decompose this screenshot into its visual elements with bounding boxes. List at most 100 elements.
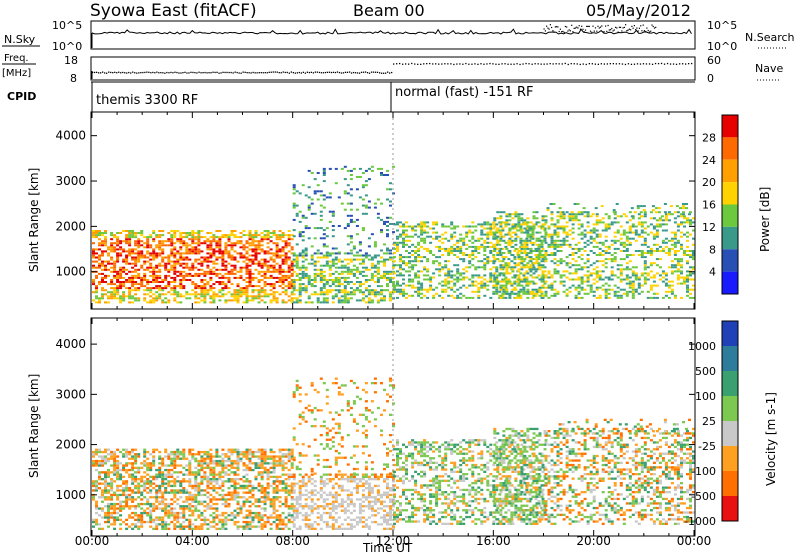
nave-point (459, 63, 461, 65)
data-cell (200, 230, 204, 232)
data-cell (215, 236, 219, 239)
data-cell (540, 292, 544, 295)
data-cell (619, 243, 623, 246)
data-cell (386, 252, 389, 255)
data-cell (146, 252, 150, 255)
freq-point (204, 71, 206, 74)
data-cell (517, 264, 521, 267)
data-cell (179, 293, 183, 296)
data-cell (462, 252, 466, 254)
data-cell (134, 262, 138, 265)
data-cell (245, 258, 249, 261)
data-cell (541, 284, 545, 287)
data-cell (128, 276, 132, 279)
data-cell (420, 288, 424, 291)
data-cell (692, 254, 695, 256)
data-cell (349, 272, 353, 275)
data-cell (248, 279, 252, 281)
data-cell (429, 280, 433, 283)
data-cell (110, 291, 114, 294)
data-cell (182, 527, 186, 530)
freq-point (296, 72, 298, 74)
data-cell (290, 252, 294, 255)
data-cell (263, 301, 267, 304)
data-cell (441, 237, 445, 240)
data-cell (224, 252, 228, 255)
data-cell (453, 231, 457, 234)
data-cell (227, 272, 231, 275)
data-cell (352, 291, 356, 294)
data-cell (508, 280, 512, 283)
data-cell (667, 250, 671, 252)
data-cell (104, 274, 107, 277)
data-cell (577, 219, 581, 222)
data-cell (257, 252, 261, 255)
data-cell (441, 254, 445, 256)
data-cell (140, 466, 144, 469)
data-cell (508, 239, 512, 242)
data-cell (278, 279, 282, 281)
data-cell (173, 279, 177, 281)
data-cell (444, 237, 448, 240)
data-cell (137, 468, 141, 472)
data-cell (310, 212, 314, 215)
data-cell (113, 295, 117, 298)
data-cell (571, 237, 575, 240)
data-cell (122, 448, 126, 451)
data-cell (107, 295, 110, 298)
data-cell (107, 268, 110, 271)
data-cell (140, 502, 144, 506)
data-cell (619, 258, 623, 261)
data-cell (245, 287, 249, 290)
data-cell (541, 266, 545, 269)
data-cell (298, 254, 302, 257)
data-cell (167, 464, 171, 467)
freq-point (385, 72, 387, 74)
data-cell (173, 291, 177, 294)
data-cell (349, 218, 353, 221)
data-cell (194, 293, 198, 296)
data-cell (307, 262, 311, 265)
nsearch-point (583, 31, 585, 33)
freq-point (379, 72, 381, 74)
data-cell (143, 502, 147, 506)
nsearch-point (573, 27, 575, 29)
data-cell (522, 292, 526, 295)
data-cell (370, 289, 374, 292)
data-cell (200, 287, 204, 290)
data-cell (170, 276, 174, 279)
data-cell (131, 500, 135, 503)
data-cell (649, 252, 653, 254)
data-cell (275, 291, 279, 294)
data-cell (601, 229, 605, 232)
data-cell (275, 262, 279, 265)
data-cell (499, 239, 503, 242)
data-cell (212, 262, 216, 265)
nsearch-point (623, 26, 625, 28)
data-cell (313, 252, 317, 255)
data-cell (131, 482, 135, 485)
data-cell (408, 262, 411, 265)
data-cell (505, 288, 509, 291)
data-cell (173, 471, 177, 474)
data-cell (364, 169, 368, 172)
data-cell (343, 293, 347, 296)
data-cell (239, 252, 243, 255)
data-cell (380, 249, 383, 252)
data-cell (523, 247, 527, 250)
data-cell (670, 290, 674, 293)
data-cell (191, 232, 195, 234)
data-cell (531, 233, 535, 236)
data-cell (453, 290, 457, 293)
data-cell (556, 225, 560, 228)
data-cell (346, 299, 350, 302)
data-cell (221, 276, 225, 279)
data-cell (248, 248, 252, 251)
data-cell (295, 190, 299, 193)
data-cell (465, 247, 469, 250)
data-cell (110, 505, 114, 508)
data-cell (624, 215, 628, 218)
data-cell (116, 487, 120, 490)
data-cell (101, 293, 104, 296)
data-cell (116, 489, 120, 492)
